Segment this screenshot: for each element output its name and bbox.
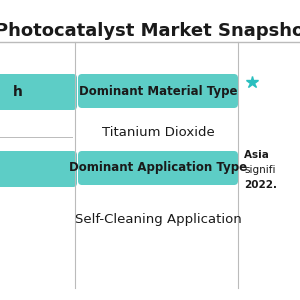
- Text: h: h: [13, 85, 23, 99]
- FancyBboxPatch shape: [78, 74, 238, 108]
- FancyBboxPatch shape: [0, 74, 77, 110]
- Text: Photocatalyst Market Snapshot: Photocatalyst Market Snapshot: [0, 22, 300, 40]
- Text: Dominant Application Type: Dominant Application Type: [69, 161, 247, 175]
- Text: Titanium Dioxide: Titanium Dioxide: [102, 125, 214, 139]
- Text: Dominant Material Type: Dominant Material Type: [79, 85, 237, 98]
- Text: 2022.: 2022.: [244, 180, 277, 190]
- FancyBboxPatch shape: [78, 151, 238, 185]
- Text: Self-Cleaning Application: Self-Cleaning Application: [75, 214, 242, 226]
- Text: signifi: signifi: [244, 165, 275, 175]
- Text: Asia: Asia: [244, 150, 272, 160]
- FancyBboxPatch shape: [0, 151, 77, 187]
